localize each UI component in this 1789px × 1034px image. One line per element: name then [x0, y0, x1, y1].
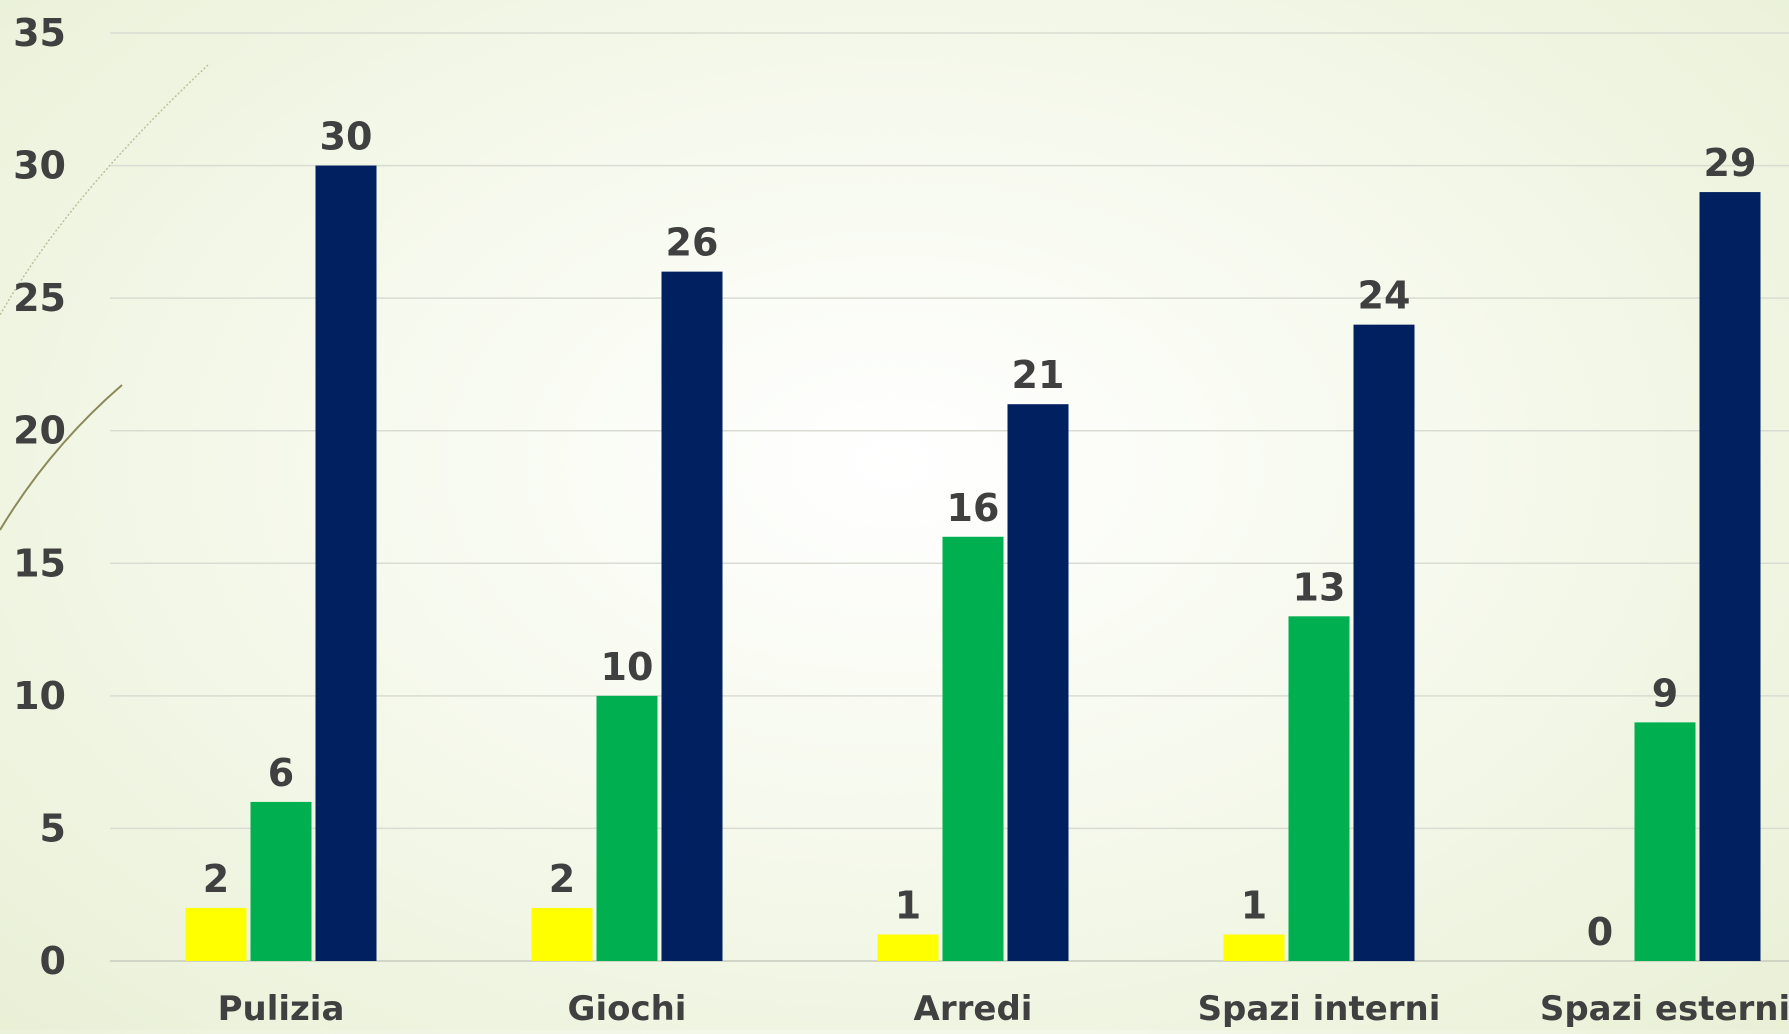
data-label: 13	[1293, 565, 1346, 609]
data-label: 21	[1012, 353, 1065, 397]
bar	[877, 934, 939, 961]
y-tick-label: 15	[13, 541, 66, 585]
bar	[531, 907, 593, 961]
x-tick-label: Pulizia	[218, 989, 345, 1029]
x-tick-label: Arredi	[914, 989, 1033, 1029]
y-tick-label: 20	[13, 409, 66, 453]
bar	[1699, 192, 1761, 962]
bar	[315, 165, 377, 962]
decorative-curve	[0, 64, 209, 531]
bar	[1288, 616, 1350, 961]
y-tick-label: 30	[13, 144, 66, 188]
x-tick-label: Giochi	[568, 989, 687, 1029]
y-tick-label: 5	[40, 806, 66, 850]
data-label: 10	[601, 645, 654, 689]
bar	[661, 271, 723, 962]
bar	[1353, 324, 1415, 962]
x-tick-label: Spazi esterni	[1540, 989, 1789, 1029]
bar	[1634, 722, 1696, 961]
data-label: 1	[1241, 883, 1267, 927]
bar	[942, 536, 1004, 961]
y-tick-label: 35	[13, 11, 66, 55]
data-label: 0	[1587, 910, 1613, 954]
data-label: 26	[666, 221, 719, 265]
data-label: 16	[947, 486, 1000, 530]
data-label: 6	[268, 751, 294, 795]
y-tick-label: 10	[13, 674, 66, 718]
data-label: 2	[203, 857, 229, 901]
data-label: 24	[1358, 274, 1411, 318]
bar	[185, 907, 247, 961]
y-tick-label: 25	[13, 276, 66, 320]
x-tick-label: Spazi interni	[1198, 989, 1441, 1029]
data-label: 29	[1704, 141, 1757, 185]
bar	[596, 695, 658, 961]
data-label: 1	[895, 883, 921, 927]
data-label: 30	[320, 115, 373, 159]
y-tick-label: 0	[40, 939, 66, 983]
bar	[1007, 404, 1069, 961]
data-label: 2	[549, 857, 575, 901]
bar	[1223, 934, 1285, 961]
data-label: 9	[1652, 671, 1678, 715]
bar	[250, 801, 312, 961]
